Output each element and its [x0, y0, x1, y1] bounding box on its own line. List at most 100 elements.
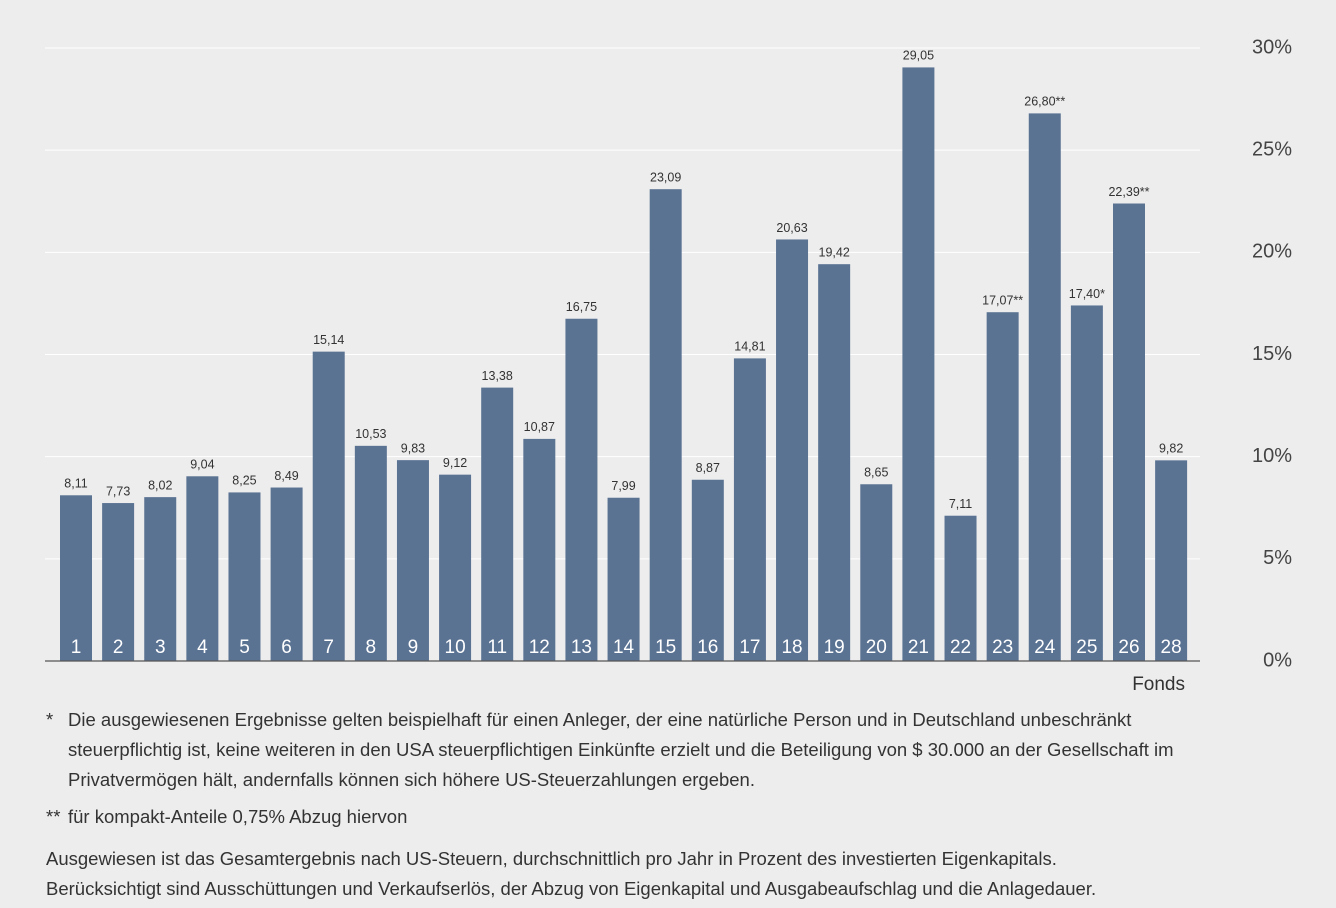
value-label: 17,40*	[1069, 287, 1105, 301]
footnote-marker: *	[46, 709, 54, 730]
footnote-text: Die ausgewiesenen Ergebnisse gelten beis…	[68, 709, 1174, 790]
y-tick-label: 30%	[1252, 36, 1292, 58]
bar	[228, 492, 261, 661]
bar	[312, 351, 345, 661]
bar	[439, 474, 472, 661]
bar	[565, 318, 598, 661]
value-label: 10,53	[355, 427, 386, 441]
x-tick-label: 2	[113, 637, 124, 658]
bar	[1070, 305, 1103, 661]
value-label: 8,87	[696, 461, 720, 475]
y-tick-label: 15%	[1252, 343, 1292, 365]
bar	[733, 358, 766, 661]
bar	[818, 264, 851, 661]
notes: Ausgewiesen ist das Gesamtergebnis nach …	[46, 844, 1336, 904]
value-label: 16,75	[566, 300, 597, 314]
value-label: 20,63	[776, 221, 807, 235]
note: Berücksichtigt sind Ausschüttungen und V…	[46, 878, 1097, 899]
x-tick-label: 22	[950, 637, 971, 658]
bar	[186, 476, 219, 661]
value-label: 8,49	[274, 469, 298, 483]
x-tick-label: 10	[445, 637, 466, 658]
bar	[270, 487, 303, 661]
x-tick-label: 12	[529, 637, 550, 658]
footnote: ** für kompakt-Anteile 0,75% Abzug hierv…	[46, 802, 1206, 832]
bar	[902, 67, 935, 661]
x-tick-label: 4	[197, 637, 208, 658]
y-tick-label: 5%	[1263, 547, 1292, 569]
x-tick-label: 15	[655, 637, 676, 658]
y-tick-label: 20%	[1252, 241, 1292, 263]
x-tick-label: 7	[323, 637, 334, 658]
x-tick-label: 18	[781, 637, 802, 658]
value-label: 7,11	[949, 497, 972, 511]
bar	[1155, 460, 1188, 661]
bar	[102, 503, 135, 661]
x-tick-label: 13	[571, 637, 592, 658]
value-label: 23,09	[650, 170, 681, 184]
bar	[1028, 113, 1061, 662]
x-tick-label: 6	[281, 637, 292, 658]
x-tick-label: 26	[1118, 637, 1139, 658]
value-label: 7,99	[611, 479, 635, 493]
bar	[776, 239, 809, 661]
x-tick-label: 14	[613, 637, 635, 658]
x-tick-label: 19	[824, 637, 845, 658]
chart: Fonds 0% 5% 10% 15% 20% 25% 30% 1 8,11 2 7,73 3 8,02…	[45, 36, 1292, 695]
y-tick-label: 25%	[1252, 138, 1292, 160]
footnote-text: für kompakt-Anteile 0,75% Abzug hiervon	[68, 806, 408, 827]
value-label: 10,87	[524, 420, 555, 434]
value-label: 19,42	[819, 245, 850, 259]
value-label: 8,02	[148, 478, 172, 492]
x-tick-label: 5	[239, 637, 250, 658]
x-tick-label: 20	[866, 637, 887, 658]
value-label: 29,05	[903, 49, 934, 63]
x-tick-label: 21	[908, 637, 929, 658]
bar	[396, 460, 429, 661]
x-tick-label: 24	[1034, 637, 1056, 658]
x-tick-label: 3	[155, 637, 166, 658]
bar	[60, 495, 92, 661]
bar	[986, 312, 1019, 661]
x-tick-label: 25	[1076, 637, 1097, 658]
x-axis-label: Fonds	[1132, 674, 1185, 695]
note: Ausgewiesen ist das Gesamtergebnis nach …	[46, 848, 1057, 869]
y-tick-label: 0%	[1263, 649, 1292, 671]
y-tick-label: 10%	[1252, 445, 1292, 467]
value-label: 14,81	[734, 340, 765, 354]
bar	[607, 497, 640, 661]
x-tick-label: 9	[408, 637, 419, 658]
footnote-marker: **	[46, 806, 61, 827]
value-label: 9,82	[1159, 442, 1183, 456]
x-tick-label: 17	[739, 637, 760, 658]
value-label: 8,65	[864, 466, 888, 480]
bar	[860, 484, 893, 661]
value-label: 15,14	[313, 333, 344, 347]
x-tick-label: 28	[1161, 637, 1182, 658]
bar	[144, 497, 177, 661]
bar	[691, 479, 724, 661]
value-label: 22,39**	[1108, 185, 1149, 199]
x-tick-label: 8	[366, 637, 377, 658]
value-label: 8,11	[64, 477, 87, 491]
bar	[1113, 203, 1145, 661]
x-tick-label: 1	[71, 637, 82, 658]
value-label: 26,80**	[1024, 95, 1065, 109]
x-tick-label: 11	[487, 637, 507, 658]
value-label: 7,73	[106, 484, 130, 498]
value-label: 13,38	[482, 369, 513, 383]
bar	[354, 445, 387, 661]
value-label: 9,12	[443, 456, 467, 470]
footnote: * Die ausgewiesenen Ergebnisse gelten be…	[46, 705, 1206, 795]
bar	[944, 515, 977, 661]
value-label: 9,83	[401, 441, 425, 455]
x-tick-label: 16	[697, 637, 718, 658]
bar	[481, 387, 514, 661]
value-label: 9,04	[190, 458, 214, 472]
value-label: 8,25	[232, 474, 256, 488]
x-tick-label: 23	[992, 637, 1013, 658]
value-label: 17,07**	[982, 293, 1023, 307]
bar	[649, 189, 682, 661]
bar	[523, 438, 556, 661]
